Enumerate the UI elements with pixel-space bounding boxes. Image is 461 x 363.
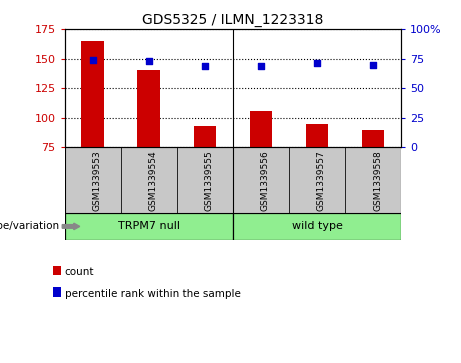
Text: GSM1339557: GSM1339557: [317, 150, 326, 211]
Bar: [65, 213, 233, 240]
Text: genotype/variation: genotype/variation: [0, 221, 60, 232]
Text: GSM1339555: GSM1339555: [205, 150, 214, 211]
Bar: [306, 124, 328, 147]
Bar: [233, 213, 401, 240]
Text: TRPM7 null: TRPM7 null: [118, 221, 180, 232]
Bar: [137, 70, 160, 147]
Bar: [345, 147, 401, 213]
Text: wild type: wild type: [291, 221, 343, 232]
Bar: [121, 147, 177, 213]
Title: GDS5325 / ILMN_1223318: GDS5325 / ILMN_1223318: [142, 13, 324, 26]
Bar: [250, 111, 272, 147]
Bar: [177, 147, 233, 213]
Point: [201, 63, 208, 69]
Text: percentile rank within the sample: percentile rank within the sample: [65, 289, 241, 299]
Point: [257, 63, 265, 69]
Text: GSM1339553: GSM1339553: [93, 150, 101, 211]
Bar: [289, 147, 345, 213]
Text: GSM1339558: GSM1339558: [373, 150, 382, 211]
Text: count: count: [65, 267, 94, 277]
Bar: [194, 126, 216, 147]
Bar: [65, 147, 121, 213]
Bar: [362, 130, 384, 147]
Point: [89, 57, 96, 63]
Text: GSM1339554: GSM1339554: [148, 150, 158, 211]
Point: [369, 62, 377, 68]
Text: GSM1339556: GSM1339556: [261, 150, 270, 211]
Bar: [82, 41, 104, 147]
Bar: [233, 147, 289, 213]
Point: [145, 58, 152, 64]
Point: [313, 61, 321, 66]
